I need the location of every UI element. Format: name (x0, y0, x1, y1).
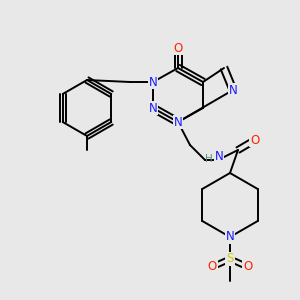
Text: O: O (207, 260, 217, 274)
Text: S: S (226, 253, 234, 266)
Text: N: N (148, 101, 158, 115)
Text: N: N (148, 76, 158, 88)
Text: O: O (243, 260, 253, 274)
Text: O: O (250, 134, 260, 146)
Text: O: O (173, 41, 183, 55)
Text: N: N (229, 83, 237, 97)
Text: N: N (174, 116, 182, 128)
Text: N: N (226, 230, 234, 244)
Text: H: H (205, 154, 213, 164)
Text: N: N (214, 151, 224, 164)
